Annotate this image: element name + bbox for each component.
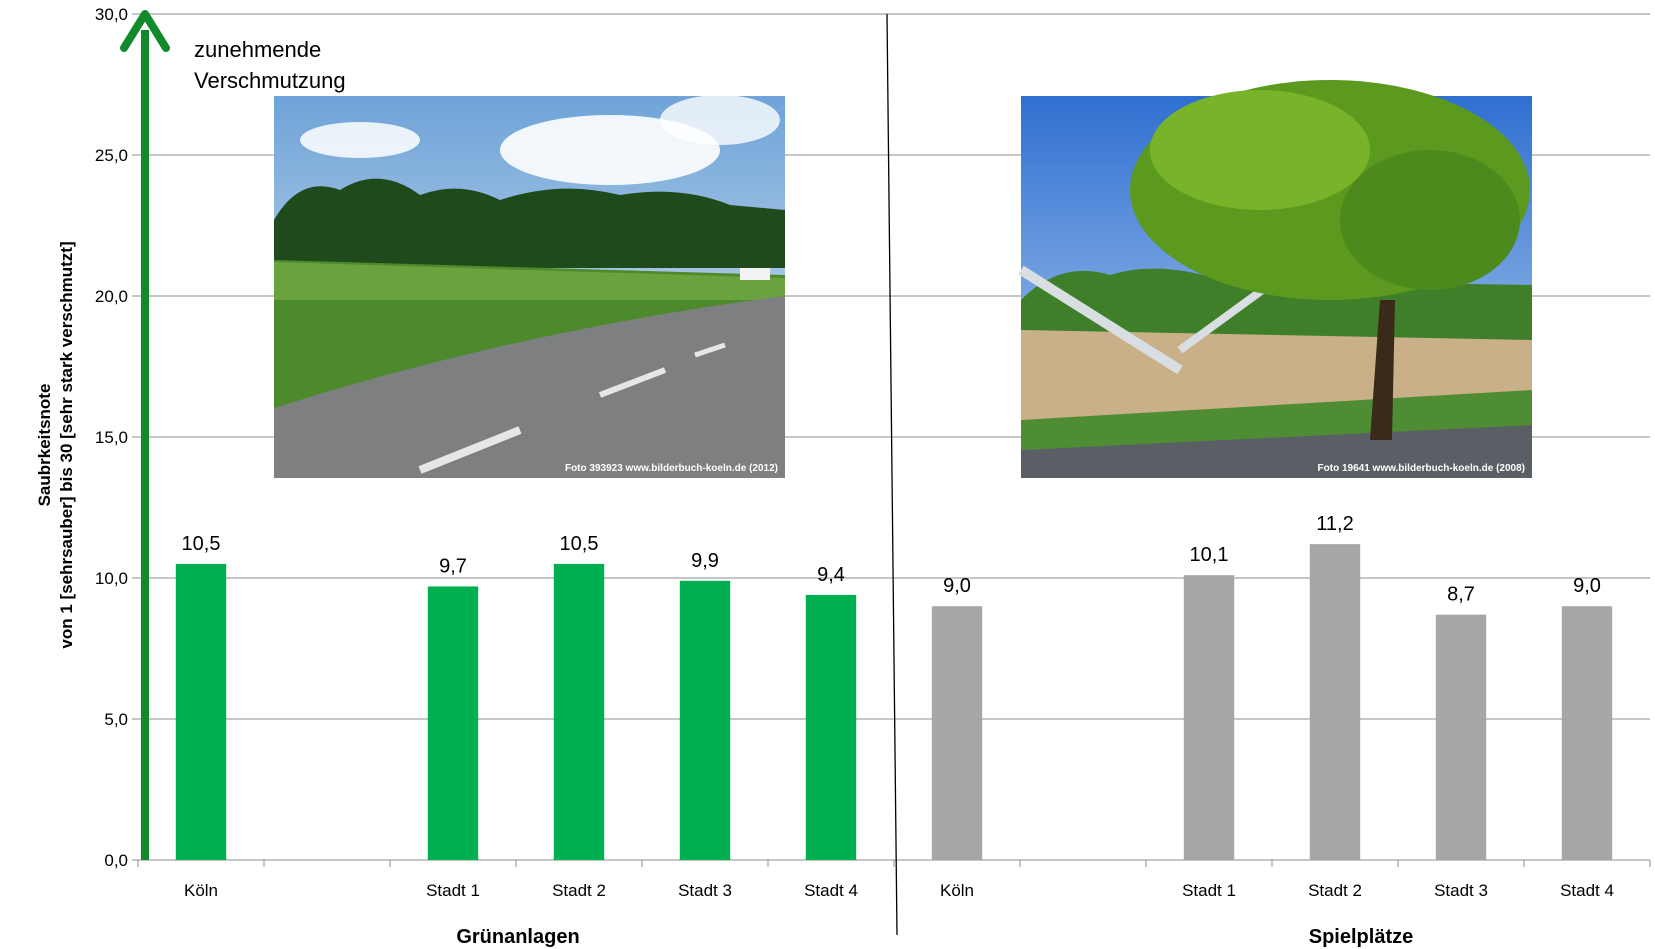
y-tick-label: 5,0 xyxy=(104,710,128,729)
annotation-line1: zunehmende xyxy=(194,37,321,62)
photo-playground-caption: Foto 19641 www.bilderbuch-koeln.de (2008… xyxy=(1318,463,1525,474)
y-tick-label: 10,0 xyxy=(95,569,128,588)
group-label-gruenanlagen: Grünanlagen xyxy=(456,926,579,948)
bar xyxy=(805,594,857,860)
photo-park: Foto 393923 www.bilderbuch-koeln.de (201… xyxy=(274,95,785,478)
x-tick-label: Stadt 3 xyxy=(1434,881,1488,900)
bar xyxy=(427,586,479,860)
group-divider xyxy=(886,13,898,936)
bars xyxy=(175,544,1613,860)
data-label: 9,4 xyxy=(817,564,845,586)
bar xyxy=(1435,614,1487,860)
bar xyxy=(931,606,983,860)
data-labels: 10,5 9,7 10,5 9,9 9,4 9,0 10,1 11,2 8,7 9,0 xyxy=(182,513,1601,606)
group-label-spielplaetze: Spielplätze xyxy=(1309,926,1413,948)
data-label: 9,0 xyxy=(1573,575,1601,597)
data-label: 9,9 xyxy=(691,550,719,572)
x-tick-label: Stadt 4 xyxy=(1560,881,1614,900)
data-label: 10,1 xyxy=(1190,544,1229,566)
bar xyxy=(175,563,227,860)
data-label: 10,5 xyxy=(182,533,221,555)
x-tick-label: Stadt 1 xyxy=(426,881,480,900)
y-axis-ticks: 0,0 5,0 10,0 15,0 20,0 25,0 30,0 xyxy=(95,5,138,870)
y-axis-title-line2: von 1 [sehrsauber] bis 30 [sehr stark ve… xyxy=(57,241,76,648)
data-label: 10,5 xyxy=(560,533,599,555)
x-tick-label: Stadt 4 xyxy=(804,881,858,900)
y-tick-label: 0,0 xyxy=(104,851,128,870)
bar xyxy=(553,563,605,860)
annotation-line2: Verschmutzung xyxy=(194,68,346,93)
y-tick-label: 15,0 xyxy=(95,428,128,447)
data-label: 8,7 xyxy=(1447,584,1475,606)
y-axis-title-line1: Saubrkeitsnote xyxy=(35,384,54,507)
y-tick-label: 30,0 xyxy=(95,5,128,24)
data-label: 9,7 xyxy=(439,555,467,577)
x-tick-label: Köln xyxy=(940,881,974,900)
data-label: 9,0 xyxy=(943,575,971,597)
bar xyxy=(1309,544,1361,860)
up-arrow-icon xyxy=(120,10,170,860)
x-tick-label: Köln xyxy=(184,881,218,900)
x-tick-label: Stadt 3 xyxy=(678,881,732,900)
x-tick-label: Stadt 2 xyxy=(552,881,606,900)
photo-park-caption: Foto 393923 www.bilderbuch-koeln.de (201… xyxy=(565,463,778,474)
x-axis: Köln Stadt 1 Stadt 2 Stadt 3 Stadt 4 Köln Stad… xyxy=(137,859,1651,900)
y-tick-label: 20,0 xyxy=(95,287,128,306)
x-tick-label: Stadt 2 xyxy=(1308,881,1362,900)
y-tick-label: 25,0 xyxy=(95,146,128,165)
photo-playground: Foto 19641 www.bilderbuch-koeln.de (2008… xyxy=(1018,80,1532,478)
bar xyxy=(679,580,731,860)
x-tick-label: Stadt 1 xyxy=(1182,881,1236,900)
bar xyxy=(1561,606,1613,860)
data-label: 11,2 xyxy=(1316,513,1353,535)
bar xyxy=(1183,575,1235,860)
